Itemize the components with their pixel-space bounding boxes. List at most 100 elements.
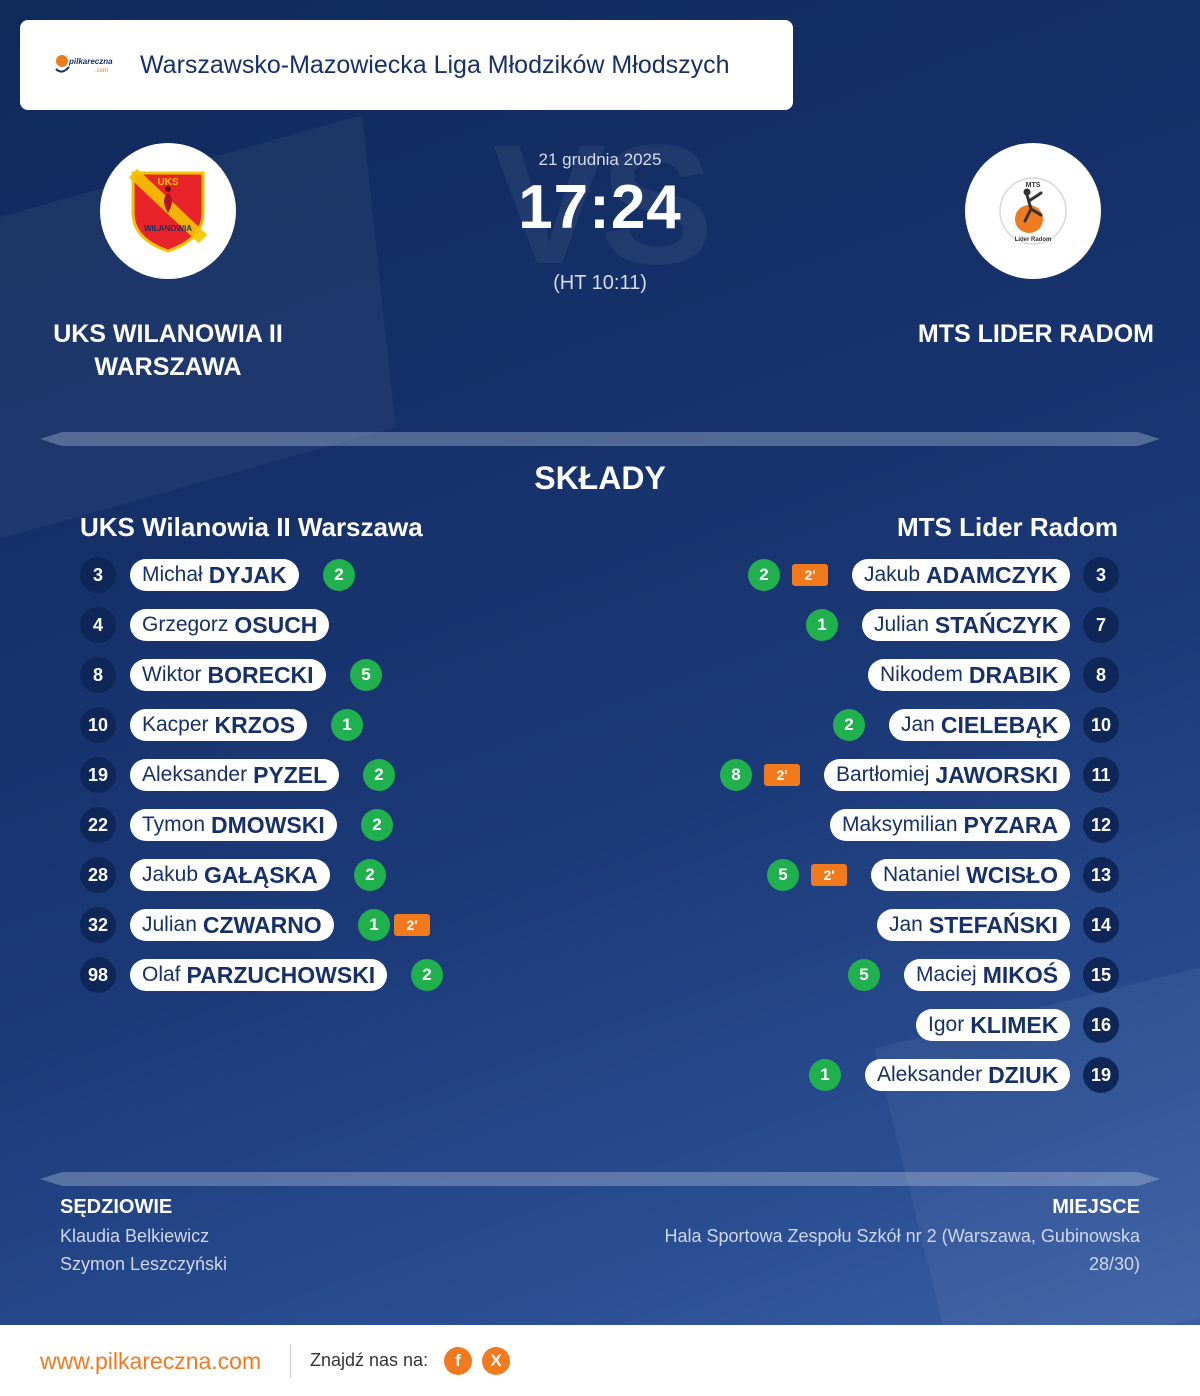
away-player-row: 16 Igor KLIMEK bbox=[600, 1007, 1120, 1043]
goals-badge: 8 bbox=[720, 759, 752, 791]
player-number: 14 bbox=[1083, 907, 1119, 943]
player-number: 98 bbox=[80, 957, 116, 993]
player-name-pill[interactable]: Maksymilian PYZARA bbox=[830, 809, 1071, 841]
player-name-pill[interactable]: Aleksander PYZEL bbox=[130, 759, 340, 791]
goals-badge: 2 bbox=[323, 559, 355, 591]
goals-badge: 1 bbox=[331, 709, 363, 741]
home-team-name: UKS WILANOWIA II WARSZAWA bbox=[30, 318, 306, 384]
player-first-name: Olaf bbox=[142, 963, 181, 986]
home-player-row: 32 Julian CZWARNO 1 2' bbox=[80, 907, 580, 943]
footer-divider bbox=[290, 1344, 291, 1378]
league-header: pilkareczna .com Warszawsko-Mazowiecka L… bbox=[20, 20, 793, 110]
home-player-row: 8 Wiktor BORECKI 5 bbox=[80, 657, 580, 693]
shield-icon: UKS WILANOWIA bbox=[128, 169, 208, 253]
player-last-name: DRABIK bbox=[968, 661, 1059, 688]
away-player-row: 11 Bartłomiej JAWORSKI 2' 8 bbox=[600, 757, 1120, 793]
player-last-name: KRZOS bbox=[214, 711, 296, 738]
suspension-badge: 2' bbox=[394, 914, 430, 936]
player-last-name: CIELEBĄK bbox=[940, 711, 1059, 738]
player-number: 10 bbox=[80, 707, 116, 743]
player-name-pill[interactable]: Jakub ADAMCZYK bbox=[852, 559, 1070, 591]
player-first-name: Tymon bbox=[142, 813, 206, 836]
away-club-logo: MTS Lider Radom bbox=[965, 143, 1101, 279]
goals-badge: 1 bbox=[358, 909, 390, 941]
player-name-pill[interactable]: Tymon DMOWSKI bbox=[130, 809, 337, 841]
player-number: 16 bbox=[1083, 1007, 1119, 1043]
away-logo-bottom-text: Lider Radom bbox=[1015, 237, 1052, 243]
player-first-name: Maksymilian bbox=[842, 813, 958, 836]
player-first-name: Michał bbox=[142, 563, 203, 586]
goals-badge: 2 bbox=[748, 559, 780, 591]
player-first-name: Jan bbox=[889, 913, 923, 936]
venue-line: 28/30) bbox=[1088, 1254, 1140, 1274]
away-player-row: 12 Maksymilian PYZARA bbox=[600, 807, 1120, 843]
player-first-name: Julian bbox=[874, 613, 929, 636]
player-number: 28 bbox=[80, 857, 116, 893]
match-score: 17:24 bbox=[518, 173, 682, 242]
goals-badge: 2 bbox=[361, 809, 393, 841]
goals-badge: 1 bbox=[809, 1059, 841, 1091]
goals-badge: 1 bbox=[806, 609, 838, 641]
goals-badge: 2 bbox=[363, 759, 395, 791]
player-first-name: Jan bbox=[901, 713, 935, 736]
player-name-pill[interactable]: Kacper KRZOS bbox=[130, 709, 308, 741]
player-name-pill[interactable]: Maciej MIKOŚ bbox=[904, 959, 1071, 991]
player-last-name: ADAMCZYK bbox=[926, 561, 1058, 588]
vs-watermark: VS bbox=[492, 110, 714, 300]
player-name-pill[interactable]: Bartłomiej JAWORSKI bbox=[824, 759, 1071, 791]
player-number: 12 bbox=[1083, 807, 1119, 843]
home-logo-bottom-text: WILANOWIA bbox=[144, 224, 192, 233]
x-icon[interactable]: X bbox=[482, 1347, 510, 1375]
home-team-name-line2: WARSZAWA bbox=[94, 353, 242, 381]
referees-title: SĘDZIOWIE bbox=[60, 1196, 173, 1218]
suspension-badge: 2' bbox=[764, 764, 800, 786]
facebook-icon[interactable]: f bbox=[444, 1347, 472, 1375]
away-player-row: 13 Nataniel WCISŁO 2' 5 bbox=[600, 857, 1120, 893]
player-first-name: Nataniel bbox=[883, 863, 961, 886]
player-name-pill[interactable]: Wiktor BORECKI bbox=[130, 659, 326, 691]
find-us-label: Znajdź nas na: bbox=[310, 1350, 429, 1370]
player-last-name: PARZUCHOWSKI bbox=[186, 961, 376, 988]
player-number: 8 bbox=[1083, 657, 1119, 693]
goals-badge: 2 bbox=[833, 709, 865, 741]
player-first-name: Wiktor bbox=[142, 663, 202, 686]
player-first-name: Maciej bbox=[916, 963, 977, 986]
player-name-pill[interactable]: Michał DYJAK bbox=[130, 559, 299, 591]
player-number: 4 bbox=[80, 607, 116, 643]
home-squad-title: UKS Wilanowia II Warszawa bbox=[80, 512, 423, 542]
player-last-name: MIKOŚ bbox=[982, 961, 1059, 988]
player-last-name: STEFAŃSKI bbox=[928, 911, 1058, 938]
suspension-badge: 2' bbox=[811, 864, 847, 886]
away-player-row: 3 Jakub ADAMCZYK 2' 2 bbox=[600, 557, 1120, 593]
player-number: 15 bbox=[1083, 957, 1119, 993]
away-player-row: 10 Jan CIELEBĄK 2 bbox=[600, 707, 1120, 743]
player-name-pill[interactable]: Grzegorz OSUCH bbox=[130, 609, 330, 641]
player-name-pill[interactable]: Igor KLIMEK bbox=[916, 1009, 1071, 1041]
player-name-pill[interactable]: Olaf PARZUCHOWSKI bbox=[130, 959, 388, 991]
svg-text:pilkareczna: pilkareczna bbox=[68, 57, 113, 66]
player-name-pill[interactable]: Jan STEFAŃSKI bbox=[877, 909, 1070, 941]
pilkareczna-logo[interactable]: pilkareczna .com bbox=[53, 51, 119, 79]
player-name-pill[interactable]: Julian STAŃCZYK bbox=[862, 609, 1071, 641]
player-number: 22 bbox=[80, 807, 116, 843]
player-first-name: Bartłomiej bbox=[836, 763, 930, 786]
player-name-pill[interactable]: Jakub GAŁĄSKA bbox=[130, 859, 330, 891]
goals-badge: 5 bbox=[350, 659, 382, 691]
player-name-pill[interactable]: Nikodem DRABIK bbox=[868, 659, 1071, 691]
site-link[interactable]: www.pilkareczna.com bbox=[40, 1348, 262, 1374]
referee-name: Szymon Leszczyński bbox=[60, 1254, 228, 1274]
player-name-pill[interactable]: Julian CZWARNO bbox=[130, 909, 334, 941]
halftime-score: (HT 10:11) bbox=[553, 272, 647, 294]
player-number: 19 bbox=[1083, 1057, 1119, 1093]
player-number: 10 bbox=[1083, 707, 1119, 743]
player-name-pill[interactable]: Aleksander DZIUK bbox=[865, 1059, 1071, 1091]
home-player-row: 19 Aleksander PYZEL 2 bbox=[80, 757, 580, 793]
player-last-name: DYJAK bbox=[208, 561, 287, 588]
home-player-row: 98 Olaf PARZUCHOWSKI 2 bbox=[80, 957, 580, 993]
player-last-name: KLIMEK bbox=[970, 1011, 1059, 1038]
player-name-pill[interactable]: Nataniel WCISŁO bbox=[871, 859, 1071, 891]
venue-line: Hala Sportowa Zespołu Szkół nr 2 (Warsza… bbox=[664, 1226, 1140, 1246]
away-player-row: 8 Nikodem DRABIK bbox=[600, 657, 1120, 693]
player-name-pill[interactable]: Jan CIELEBĄK bbox=[889, 709, 1071, 741]
player-last-name: CZWARNO bbox=[202, 911, 322, 938]
